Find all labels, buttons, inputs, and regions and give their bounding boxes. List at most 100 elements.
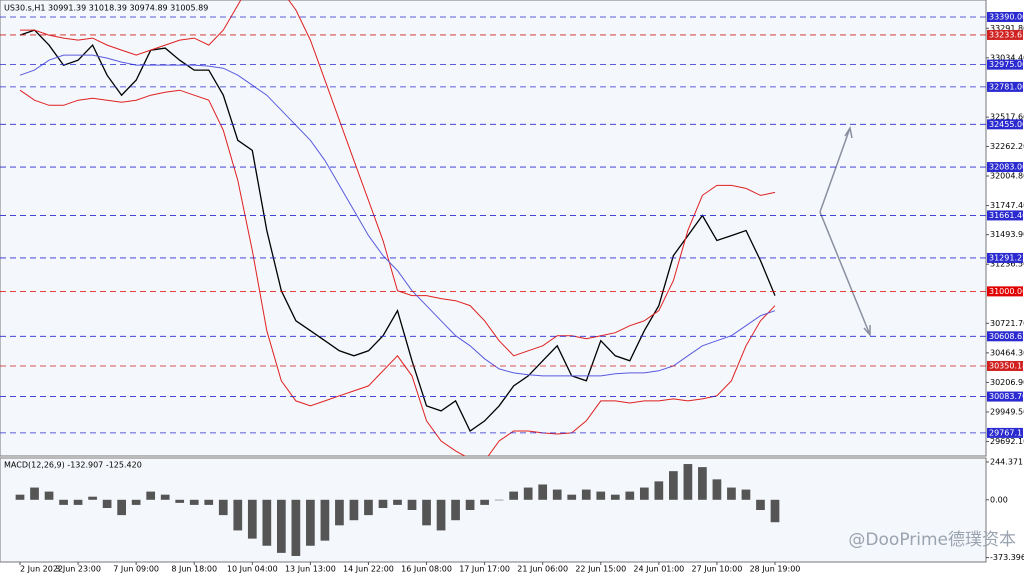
macd-bar (218, 499, 228, 516)
y-tick-label: 31747.40 (990, 201, 1024, 210)
y-tick-label: 29949.50 (990, 407, 1024, 416)
level-box (987, 81, 1023, 92)
macd-tick-label: 0.00 (990, 495, 1008, 504)
chart-title: US30.s,H1 30991.39 31018.39 30974.89 310… (4, 4, 208, 13)
x-tick-label: 14 Jun 22:00 (343, 565, 394, 574)
level-label: 33233.63 (989, 30, 1024, 39)
macd-bar (160, 494, 170, 500)
macd-bar (727, 487, 736, 500)
series-line (19, 29, 776, 432)
macd-bar (581, 489, 591, 500)
macd-bar (15, 494, 25, 500)
level-label: 32781.00 (989, 82, 1024, 91)
macd-bar (509, 491, 519, 500)
x-tick-label: 22 Jun 15:00 (575, 565, 626, 574)
macd-bar (262, 499, 272, 546)
y-tick-label: 31493.90 (990, 230, 1024, 239)
macd-bar (465, 499, 475, 510)
level-box (987, 162, 1023, 173)
macd-bar (276, 499, 286, 553)
macd-bar (335, 499, 344, 526)
macd-bar (117, 499, 126, 516)
macd-bar (88, 496, 97, 500)
level-label: 31000.00 (989, 287, 1024, 296)
macd-bar (523, 487, 533, 500)
series-line (19, 54, 776, 377)
level-box (987, 29, 1023, 40)
macd-bar (247, 499, 257, 539)
level-box (987, 119, 1023, 130)
macd-bar (639, 487, 649, 500)
level-box (987, 331, 1023, 342)
macd-bar (291, 499, 301, 556)
macd-bar (233, 499, 243, 531)
macd-bar (770, 499, 780, 523)
x-tick-label: 7 Jun 09:00 (113, 565, 159, 574)
macd-bar (131, 499, 141, 505)
macd-bar (610, 494, 620, 500)
x-tick-label: 24 Jun 01:00 (633, 565, 684, 574)
y-tick-label: 32262.20 (990, 142, 1024, 151)
level-box (987, 59, 1023, 70)
macd-bar (756, 499, 765, 510)
y-tick-label: 32517.60 (990, 113, 1024, 122)
macd-bar (625, 491, 635, 500)
level-label: 32975.00 (989, 60, 1024, 69)
x-tick-label: 3 Jun 23:00 (55, 565, 101, 574)
macd-bar (378, 499, 388, 508)
level-label: 32455.00 (989, 120, 1024, 129)
macd-bar (552, 489, 562, 500)
macd-bar (741, 489, 751, 500)
macd-bar (669, 471, 678, 500)
level-label: 31291.23 (989, 253, 1024, 262)
level-label: 31661.46 (989, 211, 1024, 220)
macd-tick-label: 244.371 (990, 457, 1023, 466)
macd-bar (480, 499, 489, 505)
macd-bar (712, 479, 722, 500)
macd-bar (306, 499, 315, 546)
level-label: 30350.18 (989, 361, 1024, 370)
y-tick-label: 32004.80 (990, 172, 1024, 181)
x-tick-label: 17 Jun 17:00 (459, 565, 510, 574)
x-tick-label: 28 Jun 19:00 (750, 565, 801, 574)
macd-bar (320, 499, 330, 541)
macd-bar (204, 499, 214, 505)
x-tick-label: 2 Jun 2022 (20, 565, 63, 574)
level-box (987, 427, 1023, 438)
main-panel (0, 0, 987, 457)
level-label: 32083.00 (989, 163, 1024, 172)
y-tick-label: 30721.70 (990, 319, 1024, 328)
y-tick-label: 33291.80 (990, 24, 1024, 33)
macd-panel (0, 457, 987, 563)
macd-bar (146, 491, 156, 500)
macd-bar (59, 499, 68, 505)
series-line (19, 89, 776, 456)
macd-tick-label: -373.396 (990, 553, 1024, 562)
macd-bar (698, 467, 707, 500)
x-tick-label: 10 Jun 04:00 (227, 565, 278, 574)
level-box (987, 11, 1023, 22)
macd-bar (44, 491, 54, 500)
macd-bar (683, 464, 693, 500)
level-label: 33390.00 (989, 12, 1024, 21)
macd-bar (654, 481, 664, 500)
level-box (987, 252, 1023, 263)
macd-bar (596, 491, 606, 500)
y-tick-label: 29692.10 (990, 437, 1024, 446)
macd-bar (451, 499, 460, 521)
macd-bar (30, 487, 39, 500)
y-tick-label: 33034.40 (990, 53, 1024, 62)
macd-bar (436, 499, 446, 531)
macd-bar (175, 499, 185, 503)
series-line (20, 0, 776, 357)
y-tick-label: 30206.90 (990, 378, 1024, 387)
y-tick-label: 31236.50 (990, 260, 1024, 269)
level-box (987, 391, 1023, 402)
x-tick-label: 8 Jun 18:00 (171, 565, 217, 574)
macd-bar (73, 499, 83, 505)
macd-bar (102, 499, 112, 508)
watermark: @DooPrime德璞资本 (848, 530, 1016, 550)
x-tick-label: 13 Jun 13:00 (285, 565, 336, 574)
macd-bar (393, 499, 402, 505)
